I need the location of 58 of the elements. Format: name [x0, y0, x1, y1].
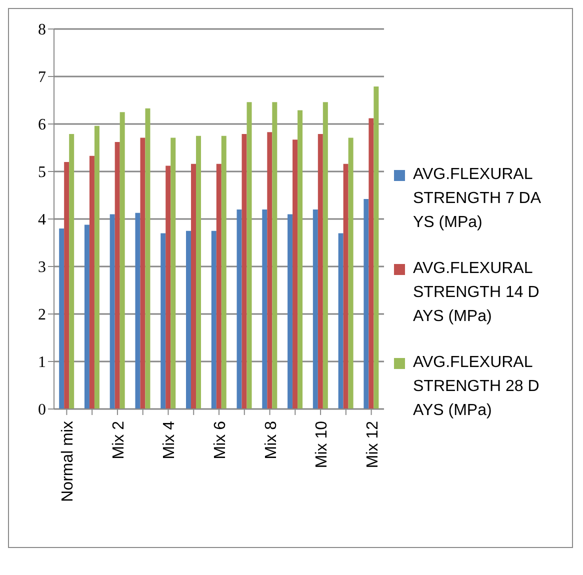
bar — [322, 102, 328, 409]
bar — [94, 126, 100, 409]
bar — [170, 138, 176, 409]
bar — [64, 162, 70, 409]
x-tick-label: Mix 10 — [314, 420, 331, 468]
bar — [135, 212, 140, 409]
legend-label: AVG.FLEXURAL STRENGTH 7 DAYS (MPa) — [413, 165, 542, 233]
bar — [160, 233, 166, 409]
legend-label: AVG.FLEXURAL STRENGTH 14 DAYS (MPa) — [413, 259, 540, 327]
bar — [89, 156, 94, 409]
bar — [216, 164, 222, 409]
bar — [288, 214, 293, 409]
bar — [246, 102, 252, 409]
y-tick-label: 2 — [38, 306, 46, 324]
bar — [348, 138, 354, 409]
y-tick-label: 6 — [38, 116, 46, 134]
bar — [312, 210, 318, 409]
bar — [211, 230, 216, 409]
bar — [140, 138, 146, 409]
bar — [84, 224, 90, 409]
bar — [236, 210, 242, 409]
x-tick-label: Mix 12 — [364, 420, 382, 468]
x-tick-label: Mix 4 — [161, 420, 178, 460]
x-tick-label: Mix 2 — [110, 420, 128, 460]
bar — [368, 118, 374, 409]
bar — [343, 164, 348, 409]
x-tick-label: Normal mix — [60, 421, 77, 502]
y-tick-label: 1 — [38, 354, 46, 372]
x-tick-label: Mix 8 — [262, 420, 280, 460]
bar — [114, 142, 120, 409]
legend-label: AVG.FLEXURAL STRENGTH 28 DAYS (MPa) — [413, 353, 540, 421]
y-tick-label: 4 — [38, 212, 46, 229]
bar — [298, 110, 303, 409]
y-tick-label: 7 — [38, 69, 46, 86]
bar — [196, 136, 201, 409]
bar — [338, 233, 344, 409]
bar — [292, 140, 298, 409]
bar — [262, 210, 268, 409]
bar — [120, 112, 125, 409]
bar — [166, 166, 171, 409]
bar — [186, 230, 191, 409]
bar — [191, 164, 196, 409]
bar — [318, 134, 323, 409]
bar — [267, 132, 272, 409]
bar — [374, 86, 379, 409]
y-tick-label: 3 — [38, 259, 46, 276]
bar — [364, 199, 369, 409]
bar — [59, 228, 64, 409]
y-tick-label: 5 — [38, 164, 46, 182]
bar — [242, 134, 247, 409]
y-tick-label: 8 — [38, 22, 46, 39]
bar — [221, 136, 226, 409]
bar — [110, 214, 115, 409]
bar — [69, 134, 74, 409]
bar — [145, 108, 150, 409]
bar — [272, 102, 278, 409]
x-tick-label: Mix 6 — [212, 420, 229, 460]
y-tick-label: 0 — [38, 402, 46, 419]
